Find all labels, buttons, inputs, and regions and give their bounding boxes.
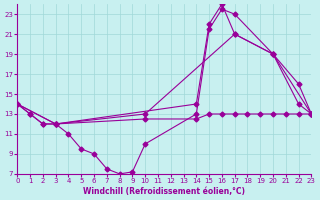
X-axis label: Windchill (Refroidissement éolien,°C): Windchill (Refroidissement éolien,°C) <box>84 187 245 196</box>
